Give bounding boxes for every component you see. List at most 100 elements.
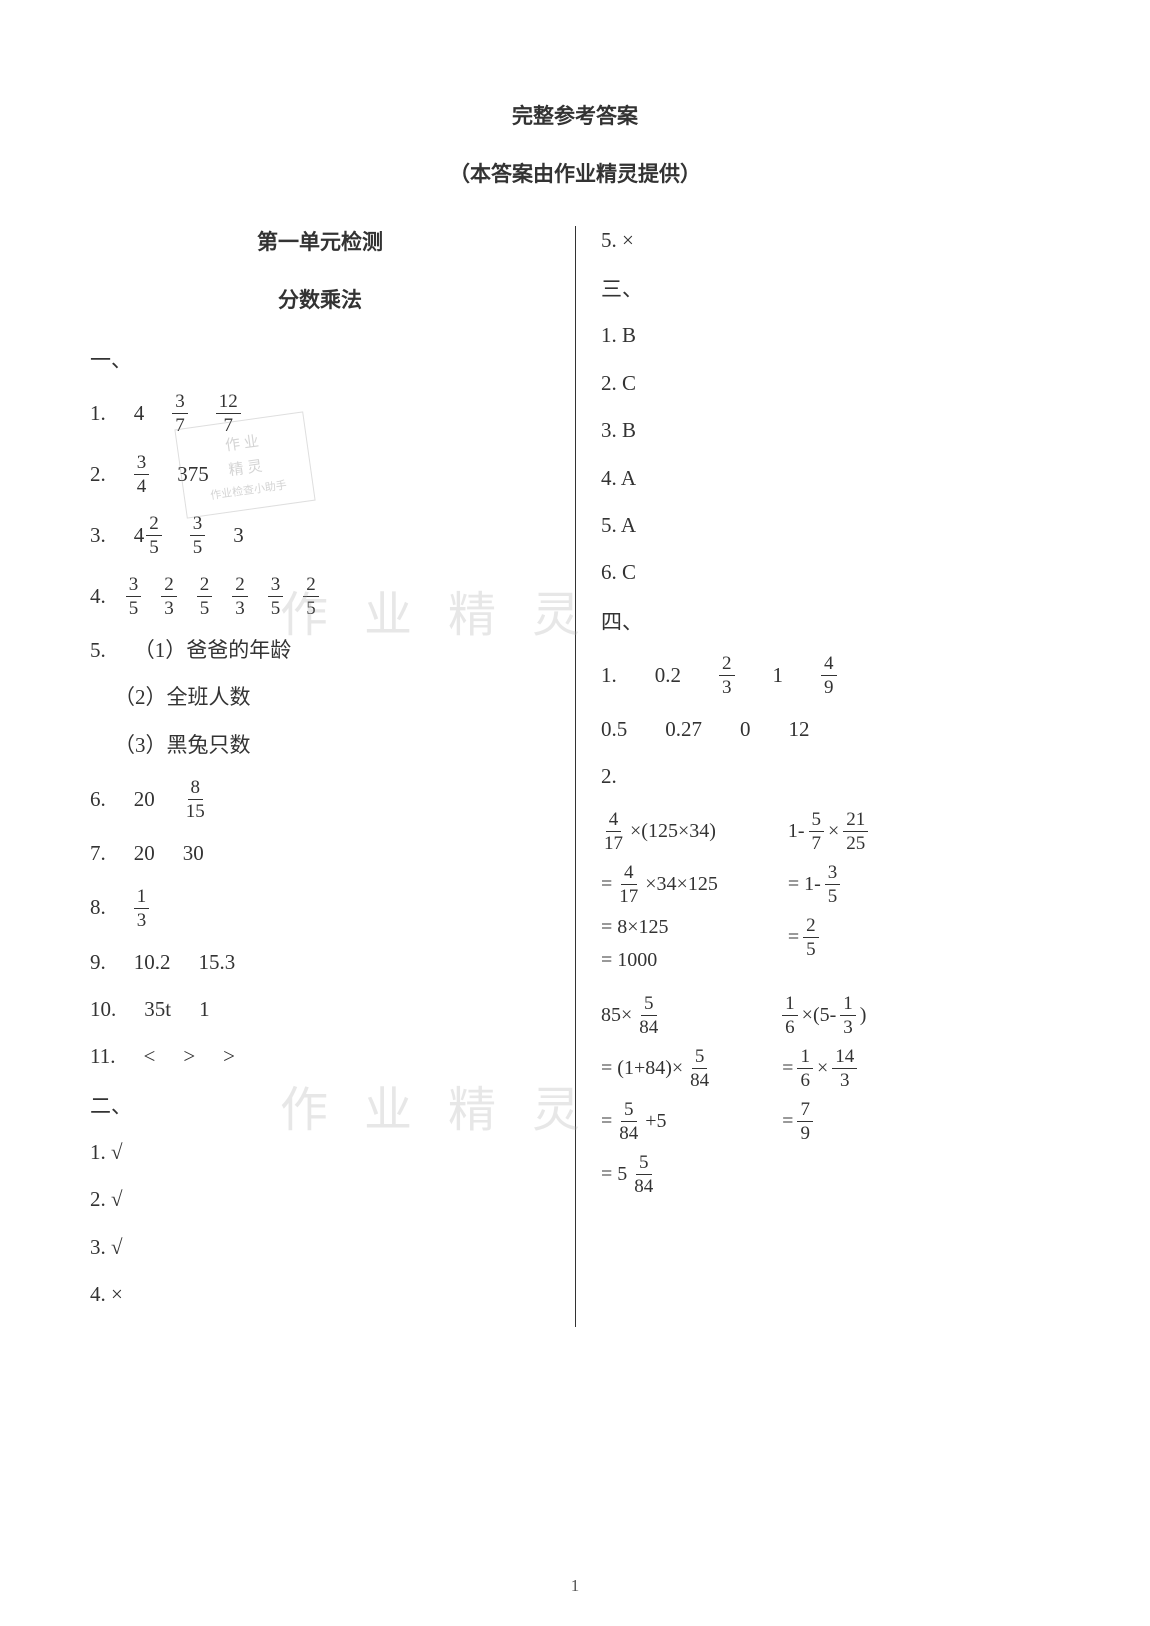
denominator: 4 bbox=[134, 475, 150, 496]
numerator: 2 bbox=[161, 575, 177, 597]
numerator: 1 bbox=[840, 994, 856, 1016]
section-three: 三、 bbox=[601, 273, 1060, 303]
fraction: 584 bbox=[636, 994, 661, 1037]
answer-line: 2. 34 375 bbox=[90, 453, 550, 496]
value: （3）黑兔只数 bbox=[114, 731, 251, 760]
fraction: 127 bbox=[216, 392, 241, 435]
math-row: = 8×125 bbox=[601, 916, 718, 939]
expr: ×34×125 bbox=[645, 873, 718, 896]
numerator: 3 bbox=[172, 392, 188, 414]
value: 375 bbox=[177, 460, 209, 489]
fraction: 37 bbox=[172, 392, 188, 435]
numerator: 1 bbox=[134, 887, 150, 909]
denominator: 84 bbox=[636, 1016, 661, 1037]
value: 4 bbox=[134, 399, 145, 428]
numerator: 4 bbox=[621, 863, 637, 885]
expr: = bbox=[782, 1057, 793, 1080]
fraction: 16 bbox=[782, 994, 798, 1037]
answer-line: 3. 425 35 3 bbox=[90, 514, 550, 557]
numerator: 2 bbox=[197, 575, 213, 597]
section-two: 二、 bbox=[90, 1090, 550, 1120]
numerator: 3 bbox=[126, 575, 142, 597]
denominator: 3 bbox=[161, 597, 177, 618]
answer-line: 4. × bbox=[90, 1280, 550, 1309]
denominator: 84 bbox=[616, 1122, 641, 1143]
numerator: 7 bbox=[797, 1100, 813, 1122]
expr: = 5 bbox=[601, 1163, 627, 1186]
value: 0 bbox=[740, 715, 751, 744]
fraction: 2125 bbox=[843, 810, 868, 853]
fraction: 584 bbox=[616, 1100, 641, 1143]
answer-line: 7.2030 bbox=[90, 839, 550, 868]
numerator: 3 bbox=[268, 575, 284, 597]
fraction: 25 bbox=[197, 575, 213, 618]
numerator: 5 bbox=[641, 994, 657, 1016]
math-row: = 25 bbox=[788, 916, 868, 959]
numerator: 2 bbox=[303, 575, 319, 597]
value: > bbox=[223, 1042, 235, 1071]
answer-line: 2. bbox=[601, 762, 1060, 791]
answer-line: 5. A bbox=[601, 511, 1060, 540]
answer-line: （2）全班人数 bbox=[90, 683, 550, 712]
denominator: 5 bbox=[146, 536, 162, 557]
value: 3 bbox=[233, 521, 244, 550]
fraction: 23 bbox=[719, 654, 735, 697]
denominator: 5 bbox=[197, 597, 213, 618]
mixed-fraction: 425 bbox=[134, 514, 162, 557]
expr: = (1+84)× bbox=[601, 1057, 683, 1080]
math-row: = 1- 35 bbox=[788, 863, 868, 906]
numerator: 3 bbox=[190, 514, 206, 536]
expr: 1- bbox=[788, 820, 805, 843]
unit-subtitle: 分数乘法 bbox=[90, 284, 550, 314]
denominator: 9 bbox=[821, 676, 837, 697]
numerator: 3 bbox=[134, 453, 150, 475]
label: 7. bbox=[90, 839, 106, 868]
fraction: 23 bbox=[232, 575, 248, 618]
answer-line: 10.35t1 bbox=[90, 995, 550, 1024]
value: > bbox=[183, 1042, 195, 1071]
math-row: = 1000 bbox=[601, 949, 718, 972]
denominator: 6 bbox=[797, 1069, 813, 1090]
numerator: 5 bbox=[809, 810, 825, 832]
math-column: 85× 584 = (1+84)× 584 = 584 +5 = 5 584 bbox=[601, 994, 712, 1196]
label: 2. bbox=[90, 460, 106, 489]
denominator: 3 bbox=[719, 676, 735, 697]
page-title: 完整参考答案 bbox=[90, 100, 1060, 130]
answer-line: 2. C bbox=[601, 369, 1060, 398]
numerator: 5 bbox=[692, 1047, 708, 1069]
answer-line: 8. 13 bbox=[90, 887, 550, 930]
value: 10.2 bbox=[134, 948, 171, 977]
label: 1. bbox=[601, 661, 617, 690]
answer-line: 5.（1）爸爸的年龄 bbox=[90, 636, 550, 665]
denominator: 5 bbox=[825, 885, 841, 906]
value: 1 bbox=[199, 995, 210, 1024]
fraction: 13 bbox=[134, 887, 150, 930]
numerator: 4 bbox=[606, 810, 622, 832]
value: 20 bbox=[134, 785, 155, 814]
expr: = bbox=[601, 873, 612, 896]
answer-line: 6. 20 815 bbox=[90, 778, 550, 821]
expr: × bbox=[817, 1057, 828, 1080]
expr: = bbox=[601, 1110, 612, 1133]
value: 1 bbox=[773, 661, 784, 690]
denominator: 5 bbox=[268, 597, 284, 618]
denominator: 3 bbox=[134, 909, 150, 930]
denominator: 5 bbox=[190, 536, 206, 557]
expr: +5 bbox=[645, 1110, 666, 1133]
answer-line: （3）黑兔只数 bbox=[90, 731, 550, 760]
fraction: 34 bbox=[134, 453, 150, 496]
left-column: 第一单元检测 分数乘法 一、 1. 4 37 127 2. 34 375 3. … bbox=[90, 226, 575, 1327]
fraction: 35 bbox=[825, 863, 841, 906]
section-four: 四、 bbox=[601, 606, 1060, 636]
expr: = 1- bbox=[788, 873, 821, 896]
numerator: 14 bbox=[832, 1047, 857, 1069]
expr: ×(5- bbox=[802, 1004, 837, 1027]
math-row: = 584 +5 bbox=[601, 1100, 712, 1143]
numerator: 5 bbox=[621, 1100, 637, 1122]
numerator: 21 bbox=[843, 810, 868, 832]
value: 12 bbox=[789, 715, 810, 744]
answer-line: 2. √ bbox=[90, 1185, 550, 1214]
math-column: 16 ×(5- 13 ) = 16 × 143 = 79 bbox=[782, 994, 866, 1196]
answer-line: 4. 35 23 25 23 35 25 bbox=[90, 575, 550, 618]
answer-line: 0.5 0.27 0 12 bbox=[601, 715, 1060, 744]
